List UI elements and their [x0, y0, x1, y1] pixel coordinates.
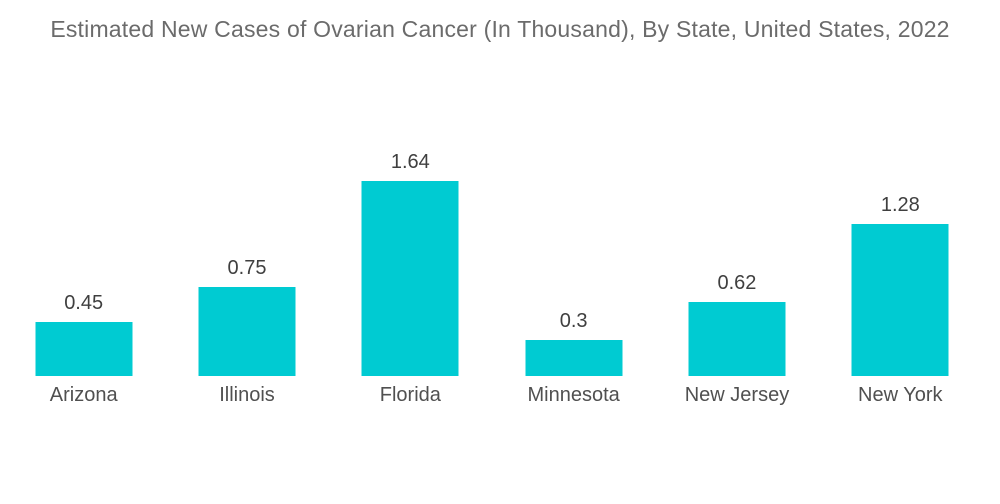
- bar-new-jersey: [688, 302, 786, 376]
- bar-group-arizona: 0.45 Arizona: [2, 0, 165, 504]
- chart-title: Estimated New Cases of Ovarian Cancer (I…: [50, 16, 950, 42]
- bar-florida: [361, 181, 459, 376]
- x-axis-label-minnesota: Minnesota: [527, 384, 620, 406]
- bar-value-label: 0.45: [64, 292, 104, 314]
- bar-value-label: 1.64: [390, 151, 430, 173]
- bar-arizona: [35, 322, 133, 376]
- bar-value-label: 0.62: [717, 272, 757, 294]
- bar-value-label: 1.28: [880, 194, 920, 216]
- bar-minnesota: [525, 340, 623, 376]
- bar-illinois: [198, 287, 296, 376]
- bar-group-new-york: 1.28 New York: [819, 0, 982, 504]
- bar-group-minnesota: 0.3 Minnesota: [492, 0, 655, 504]
- bar-value-label: 0.75: [227, 257, 267, 279]
- x-axis-label-arizona: Arizona: [49, 384, 118, 406]
- bar-value-label: 0.3: [559, 310, 588, 332]
- x-axis-label-illinois: Illinois: [219, 384, 275, 406]
- bar-group-illinois: 0.75 Illinois: [165, 0, 328, 504]
- bar-new-york: [851, 224, 949, 376]
- x-axis-label-new-jersey: New Jersey: [684, 384, 790, 406]
- bar-group-new-jersey: 0.62 New Jersey: [655, 0, 818, 504]
- x-axis-label-new-york: New York: [858, 384, 943, 406]
- bar-group-florida: 1.64 Florida: [329, 0, 492, 504]
- x-axis-label-florida: Florida: [379, 384, 441, 406]
